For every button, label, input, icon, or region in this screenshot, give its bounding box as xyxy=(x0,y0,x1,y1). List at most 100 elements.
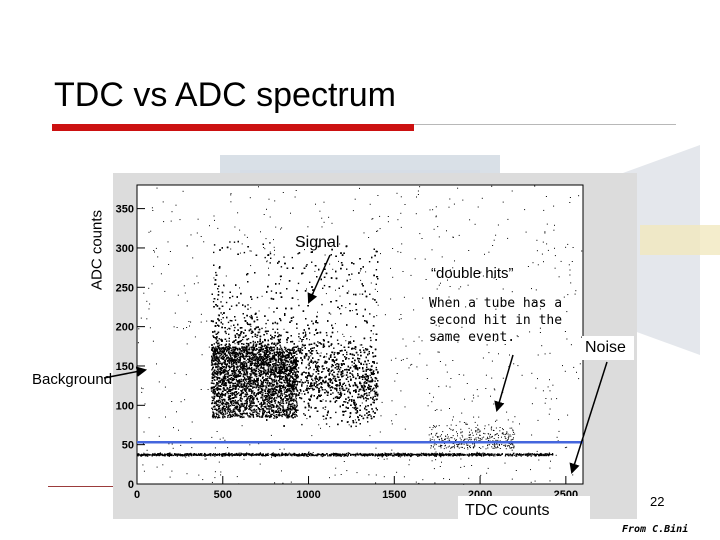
data-point xyxy=(305,372,307,374)
data-point xyxy=(144,403,146,405)
data-point xyxy=(330,389,332,391)
data-point xyxy=(154,251,155,253)
data-point xyxy=(186,343,188,345)
data-point xyxy=(217,361,219,363)
data-point xyxy=(307,409,310,411)
data-point xyxy=(419,233,421,235)
data-point xyxy=(309,281,311,283)
data-point xyxy=(438,325,440,327)
data-point xyxy=(346,371,348,374)
data-point xyxy=(360,385,363,387)
data-point xyxy=(356,472,358,474)
data-point xyxy=(213,251,215,254)
data-point xyxy=(321,303,323,306)
data-point xyxy=(302,382,305,384)
data-point xyxy=(254,371,257,373)
data-point xyxy=(217,227,219,229)
data-point xyxy=(323,284,326,287)
data-point xyxy=(291,340,294,343)
data-point xyxy=(217,314,219,316)
data-point xyxy=(286,341,288,344)
data-point xyxy=(234,319,237,321)
data-point xyxy=(308,357,310,359)
data-point xyxy=(370,282,372,284)
data-point xyxy=(293,379,296,381)
data-point xyxy=(294,351,297,353)
data-point xyxy=(575,290,577,292)
data-point xyxy=(333,371,335,373)
data-point xyxy=(225,332,227,335)
data-point xyxy=(265,238,267,240)
data-point xyxy=(463,374,465,376)
data-point xyxy=(344,369,346,371)
data-point xyxy=(149,327,151,329)
data-point xyxy=(299,352,301,354)
data-point xyxy=(457,341,459,343)
data-point xyxy=(320,352,322,354)
data-point xyxy=(273,239,274,241)
data-point xyxy=(365,349,367,351)
data-point xyxy=(462,199,464,201)
title-underline-rule xyxy=(414,124,676,125)
data-point xyxy=(357,373,359,375)
data-point xyxy=(543,209,545,211)
data-point xyxy=(156,363,157,365)
data-point xyxy=(376,362,378,364)
data-point xyxy=(312,389,314,391)
data-point xyxy=(274,335,276,337)
data-point xyxy=(278,334,280,336)
data-point xyxy=(174,372,176,374)
data-point xyxy=(549,379,550,381)
data-point xyxy=(205,458,207,460)
data-point xyxy=(310,361,313,363)
data-point xyxy=(570,282,572,284)
data-point xyxy=(233,341,235,343)
data-point xyxy=(272,388,274,391)
data-point xyxy=(311,387,314,390)
data-point xyxy=(220,471,222,473)
data-point xyxy=(259,463,261,465)
data-point xyxy=(353,354,355,356)
data-point xyxy=(328,216,330,218)
data-point xyxy=(322,399,324,401)
data-point xyxy=(346,353,348,356)
data-point xyxy=(449,198,451,200)
data-point xyxy=(220,312,222,314)
data-point xyxy=(274,200,276,202)
data-point xyxy=(268,411,270,413)
data-point xyxy=(443,478,445,480)
data-point xyxy=(302,272,304,274)
data-point xyxy=(417,194,419,195)
data-point xyxy=(236,333,238,335)
data-point xyxy=(320,394,322,396)
data-point xyxy=(261,415,263,417)
data-point xyxy=(537,419,539,421)
data-point xyxy=(223,398,226,401)
data-point xyxy=(487,467,489,469)
data-point xyxy=(415,481,417,483)
data-point xyxy=(534,480,536,482)
data-point xyxy=(297,375,299,378)
data-point xyxy=(537,264,539,266)
data-point xyxy=(495,340,497,342)
data-point xyxy=(336,339,339,341)
data-point xyxy=(313,347,315,349)
data-point xyxy=(221,305,224,307)
data-point xyxy=(361,283,363,285)
data-point xyxy=(340,474,342,475)
data-point xyxy=(370,372,372,374)
data-point xyxy=(536,239,538,241)
data-point xyxy=(418,336,420,338)
data-point xyxy=(268,267,269,269)
data-point xyxy=(539,308,541,310)
data-point xyxy=(386,458,388,460)
data-point xyxy=(477,206,479,208)
data-point xyxy=(363,382,365,384)
data-point xyxy=(449,408,450,409)
data-point xyxy=(228,333,230,335)
data-point xyxy=(137,342,139,344)
data-point xyxy=(375,482,377,484)
data-point xyxy=(365,348,367,350)
data-point xyxy=(323,221,325,223)
data-point xyxy=(359,344,361,346)
